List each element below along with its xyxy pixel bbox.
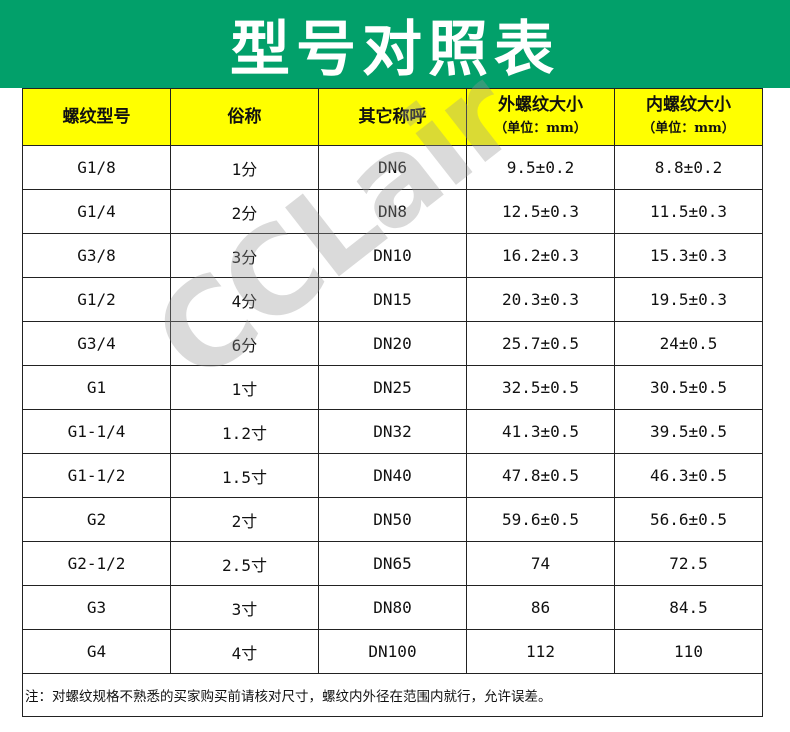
header-label: 其它称呼	[358, 107, 427, 127]
table-cell: 4寸	[170, 629, 319, 674]
table-cell: 19.5±0.3	[614, 277, 763, 322]
column-header: 其它称呼	[318, 88, 467, 146]
table-cell: 59.6±0.5	[466, 497, 615, 542]
table-cell: DN25	[318, 365, 467, 410]
table-cell: 1寸	[170, 365, 319, 410]
table-cell: 3寸	[170, 585, 319, 630]
table-cell: DN20	[318, 321, 467, 366]
table-cell: DN50	[318, 497, 467, 542]
table-cell: 2分	[170, 189, 319, 234]
table-row: G1/8 1分 DN6 9.5±0.2 8.8±0.2	[22, 145, 763, 190]
note-text: 注：对螺纹规格不熟悉的买家购买前请核对尺寸，螺纹内外径在范围内就行，允许误差。	[22, 673, 763, 717]
table-cell: 16.2±0.3	[466, 233, 615, 278]
table-cell: DN32	[318, 409, 467, 454]
table-cell: DN40	[318, 453, 467, 498]
table-cell: DN8	[318, 189, 467, 234]
table-cell: G2-1/2	[22, 541, 171, 586]
table-cell: G1/4	[22, 189, 171, 234]
table-cell: 30.5±0.5	[614, 365, 763, 410]
table-cell: G1/2	[22, 277, 171, 322]
table-row: G1-1/2 1.5寸 DN40 47.8±0.5 46.3±0.5	[22, 453, 763, 498]
table-cell: 32.5±0.5	[466, 365, 615, 410]
header-label: 内螺纹大小	[646, 95, 731, 115]
table-cell: 12.5±0.3	[466, 189, 615, 234]
table-cell: 47.8±0.5	[466, 453, 615, 498]
column-header: 内螺纹大小 （单位：mm）	[614, 88, 763, 146]
table-cell: 1分	[170, 145, 319, 190]
table-cell: G1-1/4	[22, 409, 171, 454]
table-row: G1/4 2分 DN8 12.5±0.3 11.5±0.3	[22, 189, 763, 234]
table-cell: 9.5±0.2	[466, 145, 615, 190]
page-title: 型号对照表	[230, 14, 560, 85]
table-cell: G4	[22, 629, 171, 674]
table-row: G3/8 3分 DN10 16.2±0.3 15.3±0.3	[22, 233, 763, 278]
table-cell: 4分	[170, 277, 319, 322]
table-cell: DN15	[318, 277, 467, 322]
header-label: 螺纹型号	[62, 107, 131, 127]
header-unit: （单位：mm）	[642, 121, 735, 136]
table-cell: 20.3±0.3	[466, 277, 615, 322]
table-cell: G1-1/2	[22, 453, 171, 498]
table-cell: 2.5寸	[170, 541, 319, 586]
table-cell: 6分	[170, 321, 319, 366]
table-cell: 2寸	[170, 497, 319, 542]
header-label: 外螺纹大小	[498, 95, 583, 115]
table-cell: DN6	[318, 145, 467, 190]
table-cell: 112	[466, 629, 615, 674]
header-label: 俗称	[227, 107, 262, 127]
table-cell: G3/4	[22, 321, 171, 366]
table-cell: 110	[614, 629, 763, 674]
column-header: 螺纹型号	[22, 88, 171, 146]
table-cell: 25.7±0.5	[466, 321, 615, 366]
table-cell: DN10	[318, 233, 467, 278]
table-row: G3 3寸 DN80 86 84.5	[22, 585, 763, 630]
table-cell: 46.3±0.5	[614, 453, 763, 498]
table-cell: 86	[466, 585, 615, 630]
table-cell: DN80	[318, 585, 467, 630]
header-unit: （单位：mm）	[494, 121, 587, 136]
table-cell: G1/8	[22, 145, 171, 190]
table-cell: 1.2寸	[170, 409, 319, 454]
table-cell: G3/8	[22, 233, 171, 278]
table-cell: 24±0.5	[614, 321, 763, 366]
table-cell: DN100	[318, 629, 467, 674]
column-header: 外螺纹大小 （单位：mm）	[466, 88, 615, 146]
table-cell: 84.5	[614, 585, 763, 630]
table-row: G1/2 4分 DN15 20.3±0.3 19.5±0.3	[22, 277, 763, 322]
title-banner: 型号对照表	[0, 0, 790, 88]
table-cell: 8.8±0.2	[614, 145, 763, 190]
table-cell: 11.5±0.3	[614, 189, 763, 234]
table-row: G2-1/2 2.5寸 DN65 74 72.5	[22, 541, 763, 586]
table-row: G1 1寸 DN25 32.5±0.5 30.5±0.5	[22, 365, 763, 410]
table-cell: DN65	[318, 541, 467, 586]
table-cell: 72.5	[614, 541, 763, 586]
table-cell: G3	[22, 585, 171, 630]
table-cell: G2	[22, 497, 171, 542]
table-cell: G1	[22, 365, 171, 410]
table-row: G1-1/4 1.2寸 DN32 41.3±0.5 39.5±0.5	[22, 409, 763, 454]
table-row: G2 2寸 DN50 59.6±0.5 56.6±0.5	[22, 497, 763, 542]
table-cell: 74	[466, 541, 615, 586]
column-header: 俗称	[170, 88, 319, 146]
table-cell: 3分	[170, 233, 319, 278]
table-cell: 41.3±0.5	[466, 409, 615, 454]
table-row: G3/4 6分 DN20 25.7±0.5 24±0.5	[22, 321, 763, 366]
thread-size-table: 螺纹型号 俗称 其它称呼 外螺纹大小 （单位：mm） 内螺纹大小 （单位：mm） G1/8 1…	[22, 88, 763, 717]
table-cell: 1.5寸	[170, 453, 319, 498]
table-row: G4 4寸 DN100 112 110	[22, 629, 763, 674]
table-cell: 15.3±0.3	[614, 233, 763, 278]
table-cell: 56.6±0.5	[614, 497, 763, 542]
table-cell: 39.5±0.5	[614, 409, 763, 454]
